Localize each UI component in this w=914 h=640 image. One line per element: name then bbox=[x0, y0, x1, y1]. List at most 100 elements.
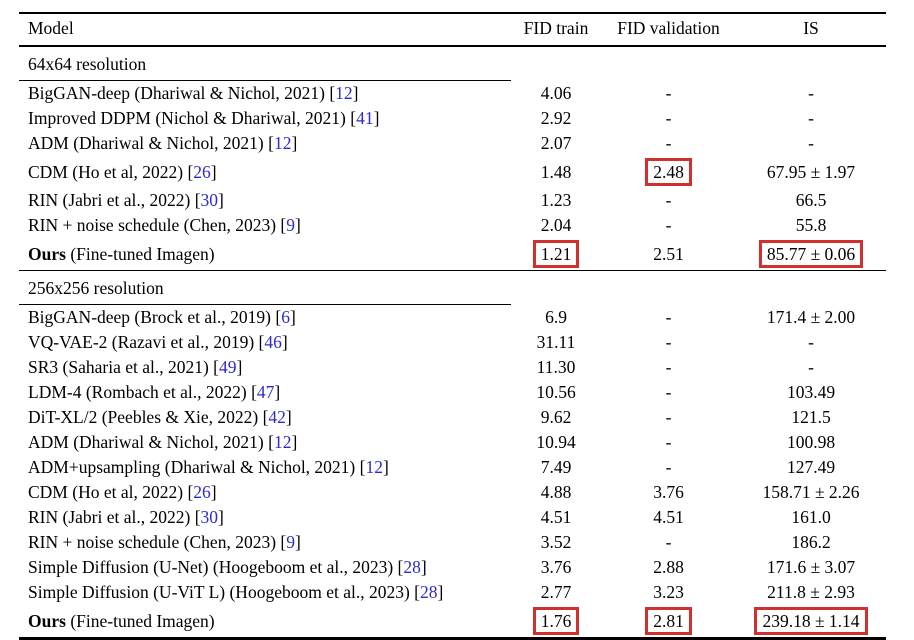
table-row: RIN + noise schedule (Chen, 2023) [9] 3.5… bbox=[19, 530, 886, 555]
fid-validation-cell: 2.88 bbox=[653, 557, 684, 577]
empty-cell bbox=[511, 271, 601, 305]
is-cell: 211.8 ± 2.93 bbox=[767, 582, 855, 602]
model-cell: BigGAN-deep (Brock et al., 2019) [6] bbox=[28, 307, 296, 327]
citation-link[interactable]: 41 bbox=[356, 108, 374, 128]
fid-validation-cell: - bbox=[665, 357, 672, 377]
model-cell: RIN + noise schedule (Chen, 2023) [9] bbox=[28, 532, 301, 552]
fid-validation-cell: - bbox=[665, 133, 672, 153]
citation-link[interactable]: 28 bbox=[420, 582, 438, 602]
table-row: LDM-4 (Rombach et al., 2022) [47] 10.56 - 1… bbox=[19, 380, 886, 405]
table-row: Simple Diffusion (U-ViT L) (Hoogeboom et… bbox=[19, 580, 886, 605]
fid-train-cell: 9.62 bbox=[540, 407, 572, 427]
citation-link[interactable]: 12 bbox=[273, 133, 292, 153]
is-cell: - bbox=[808, 357, 814, 377]
header-row: Model FID train FID validation IS bbox=[19, 13, 886, 46]
fid-validation-cell: - bbox=[665, 215, 672, 235]
fid-train-cell: 3.76 bbox=[540, 557, 572, 577]
model-cell: VQ-VAE-2 (Razavi et al., 2019) [46] bbox=[28, 332, 288, 352]
model-cell: Ours (Fine-tuned Imagen) bbox=[28, 243, 215, 264]
is-cell: 100.98 bbox=[786, 432, 836, 452]
citation-link[interactable]: 46 bbox=[264, 332, 282, 352]
model-cell: RIN + noise schedule (Chen, 2023) [9] bbox=[28, 215, 301, 235]
is-cell: 66.5 bbox=[795, 190, 827, 210]
fid-validation-cell: 4.51 bbox=[653, 507, 684, 527]
model-cell: RIN (Jabri et al., 2022) [30] bbox=[28, 507, 224, 527]
highlight-box: 2.48 bbox=[645, 158, 692, 186]
model-cell: ADM+upsampling (Dhariwal & Nichol, 2021)… bbox=[28, 457, 389, 477]
citation-link[interactable]: 30 bbox=[200, 507, 219, 527]
empty-cell bbox=[601, 271, 736, 305]
section-title: 256x256 resolution bbox=[19, 270, 511, 305]
fid-validation-cell: 2.51 bbox=[653, 243, 684, 264]
citation-link[interactable]: 47 bbox=[256, 382, 275, 402]
citation-link[interactable]: 49 bbox=[219, 357, 237, 377]
fid-train-cell: 2.07 bbox=[540, 133, 572, 153]
highlight-box: 1.76 bbox=[532, 607, 580, 635]
table-row: Ours (Fine-tuned Imagen) 1.21 2.51 85.77 ± … bbox=[19, 238, 886, 271]
citation-link[interactable]: 28 bbox=[403, 557, 421, 577]
fid-validation-cell: - bbox=[665, 108, 672, 128]
citation-link[interactable]: 26 bbox=[193, 161, 211, 182]
is-cell: - bbox=[808, 133, 814, 153]
table-row: BigGAN-deep (Dhariwal & Nichol, 2021) [1… bbox=[19, 81, 886, 107]
is-cell: 121.5 bbox=[791, 407, 831, 427]
citation-link[interactable]: 26 bbox=[193, 482, 211, 502]
fid-train-cell: 1.48 bbox=[540, 161, 572, 182]
fid-validation-cell: 2.81 bbox=[601, 605, 736, 639]
is-cell: 158.71 ± 2.26 bbox=[762, 482, 860, 502]
fid-validation-cell: - bbox=[665, 82, 672, 103]
model-cell: CDM (Ho et al, 2022) [26] bbox=[28, 161, 217, 182]
table-row: DiT-XL/2 (Peebles & Xie, 2022) [42] 9.62 -… bbox=[19, 405, 886, 430]
is-cell: - bbox=[808, 332, 814, 352]
fid-train-cell: 1.21 bbox=[511, 238, 601, 271]
empty-cell bbox=[736, 46, 886, 81]
is-cell: - bbox=[808, 82, 814, 103]
fid-validation-cell: - bbox=[665, 382, 672, 402]
model-name-bold: Ours bbox=[28, 610, 66, 631]
fid-train-cell: 7.49 bbox=[540, 457, 572, 477]
table-row: RIN + noise schedule (Chen, 2023) [9] 2.0… bbox=[19, 213, 886, 238]
citation-link[interactable]: 12 bbox=[335, 83, 353, 103]
model-cell: CDM (Ho et al, 2022) [26] bbox=[28, 482, 217, 502]
model-cell: DiT-XL/2 (Peebles & Xie, 2022) [42] bbox=[28, 407, 292, 427]
citation-link[interactable]: 12 bbox=[273, 432, 292, 452]
is-cell: 127.49 bbox=[786, 457, 836, 477]
table-row: RIN (Jabri et al., 2022) [30] 4.51 4.51 161… bbox=[19, 505, 886, 530]
highlight-box: 239.18 ± 1.14 bbox=[754, 607, 868, 635]
column-header-fid-train: FID train bbox=[523, 18, 589, 38]
citation-link[interactable]: 12 bbox=[365, 457, 383, 477]
section-row: 64x64 resolution bbox=[19, 46, 886, 81]
fid-validation-cell: - bbox=[665, 190, 672, 210]
model-cell: Improved DDPM (Nichol & Dhariwal, 2021) … bbox=[28, 108, 380, 128]
section-row: 256x256 resolution bbox=[19, 270, 886, 305]
model-cell: ADM (Dhariwal & Nichol, 2021) [12] bbox=[28, 432, 298, 452]
fid-train-cell: 31.11 bbox=[536, 332, 576, 352]
highlight-box: 1.21 bbox=[532, 240, 580, 268]
citation-link[interactable]: 42 bbox=[268, 407, 286, 427]
table-body: 64x64 resolution BigGAN-deep (Dhariwal & … bbox=[19, 46, 886, 639]
fid-validation-cell: - bbox=[665, 457, 672, 477]
citation-link[interactable]: 9 bbox=[286, 532, 295, 552]
fid-train-cell: 3.52 bbox=[540, 532, 572, 552]
citation-link[interactable]: 9 bbox=[286, 215, 295, 235]
model-cell: Simple Diffusion (U-ViT L) (Hoogeboom et… bbox=[28, 582, 444, 602]
fid-train-cell: 1.23 bbox=[540, 190, 572, 210]
table-row: Ours (Fine-tuned Imagen) 1.76 2.81 239.18 ±… bbox=[19, 605, 886, 639]
is-cell: 55.8 bbox=[795, 215, 827, 235]
fid-validation-cell: 3.23 bbox=[653, 582, 684, 602]
is-cell: 161.0 bbox=[791, 507, 831, 527]
fid-train-cell: 2.04 bbox=[540, 215, 572, 235]
is-cell: 239.18 ± 1.14 bbox=[736, 605, 886, 639]
fid-validation-cell: 2.48 bbox=[601, 156, 736, 188]
table-row: RIN (Jabri et al., 2022) [30] 1.23 - 66.5 bbox=[19, 188, 886, 213]
model-cell: Ours (Fine-tuned Imagen) bbox=[28, 610, 215, 631]
highlight-box: 2.81 bbox=[645, 607, 692, 635]
table-row: VQ-VAE-2 (Razavi et al., 2019) [46] 31.11… bbox=[19, 330, 886, 355]
model-cell: BigGAN-deep (Dhariwal & Nichol, 2021) [1… bbox=[28, 83, 359, 103]
table-row: CDM (Ho et al, 2022) [26] 1.48 2.48 67.95 ±… bbox=[19, 156, 886, 188]
table-row: BigGAN-deep (Brock et al., 2019) [6] 6.9 -… bbox=[19, 305, 886, 331]
table-row: Improved DDPM (Nichol & Dhariwal, 2021) … bbox=[19, 106, 886, 131]
table-row: ADM (Dhariwal & Nichol, 2021) [12] 2.07 - - bbox=[19, 131, 886, 156]
citation-link[interactable]: 30 bbox=[200, 190, 219, 210]
citation-link[interactable]: 6 bbox=[281, 307, 290, 327]
